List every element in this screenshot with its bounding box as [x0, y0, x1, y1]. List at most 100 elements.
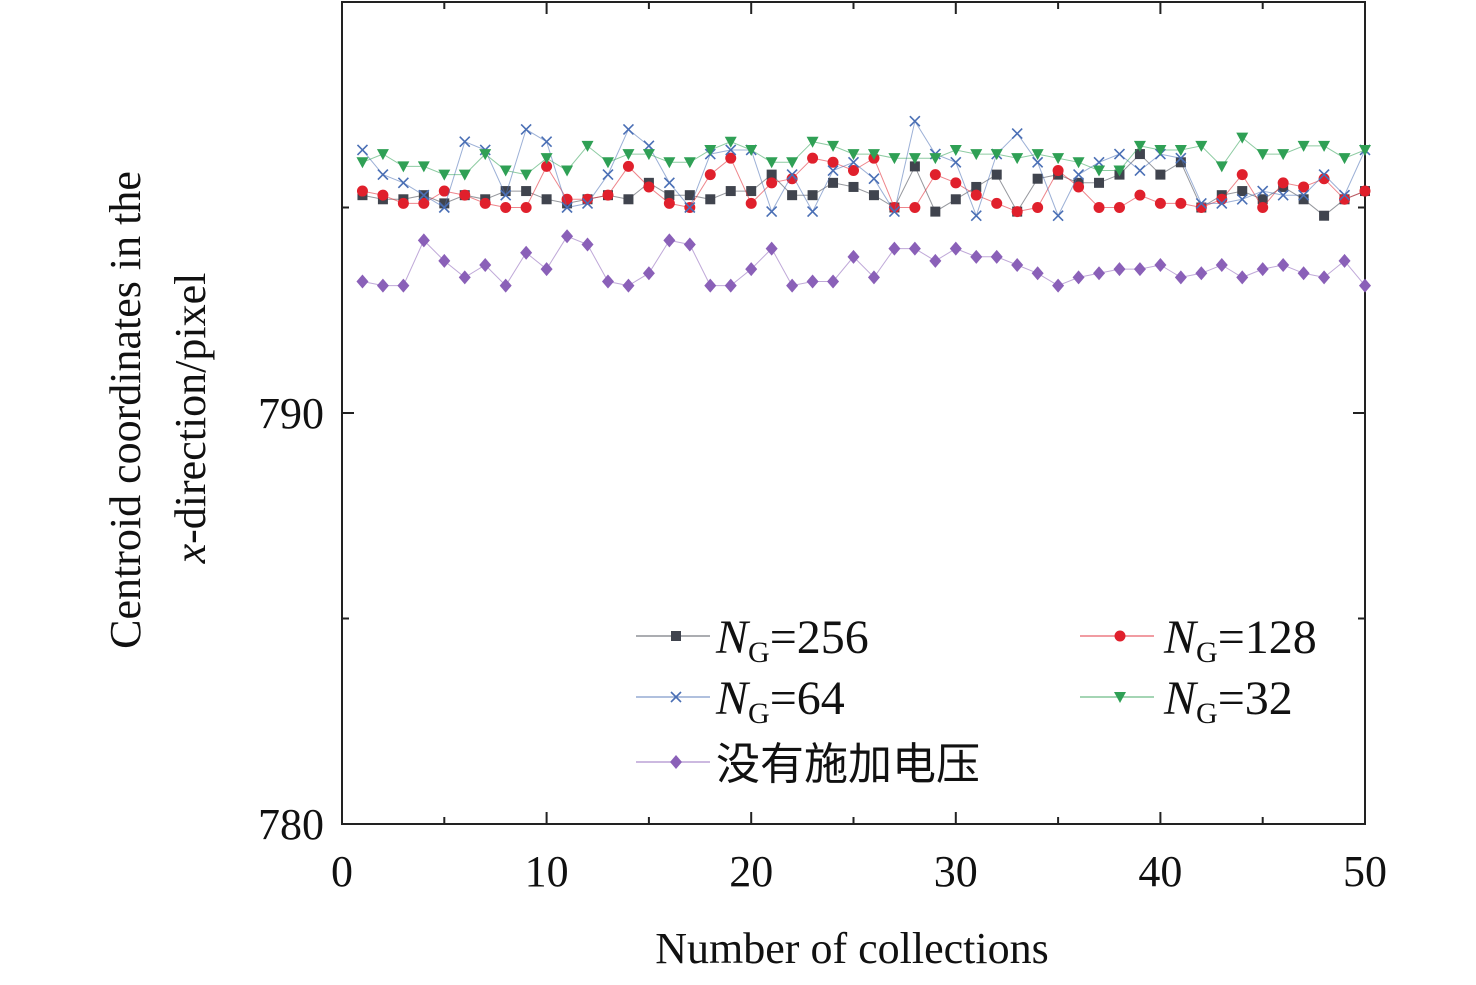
- data-point: [806, 136, 819, 148]
- data-point: [439, 198, 450, 209]
- data-point: [888, 241, 901, 256]
- data-point: [561, 229, 574, 244]
- data-point: [664, 190, 675, 201]
- legend-label-value: =256: [770, 611, 869, 664]
- data-point: [827, 164, 839, 177]
- data-point: [356, 144, 369, 156]
- data-point: [990, 149, 1003, 161]
- cross-stroke: [786, 169, 798, 181]
- legend-label-value: =128: [1218, 611, 1317, 664]
- data-point: [1094, 177, 1105, 188]
- data-point: [725, 152, 737, 164]
- y-axis-title-unit: -direction/pixel: [166, 273, 215, 544]
- data-point: [397, 278, 410, 293]
- data-point: [1134, 149, 1145, 160]
- cross-stroke: [1032, 156, 1044, 168]
- data-point: [397, 177, 409, 189]
- data-point: [561, 201, 573, 214]
- series-5: [356, 229, 1371, 293]
- legend-label: NG=128: [1163, 611, 1317, 669]
- cross-stroke: [1134, 164, 1146, 177]
- data-point: [1195, 266, 1208, 281]
- data-point: [868, 173, 880, 185]
- data-point: [725, 144, 737, 156]
- data-point: [929, 169, 941, 181]
- x-tick-label: 50: [1343, 847, 1387, 896]
- data-point: [1257, 185, 1269, 197]
- data-point: [1195, 202, 1207, 213]
- data-point: [949, 241, 962, 256]
- data-point: [950, 156, 962, 168]
- data-point: [1031, 266, 1044, 281]
- data-point: [724, 136, 737, 148]
- data-point: [417, 161, 430, 173]
- data-point: [991, 197, 1003, 209]
- data-point: [397, 197, 409, 209]
- data-point: [807, 190, 818, 201]
- cross-stroke: [684, 201, 696, 214]
- data-point: [663, 197, 675, 209]
- data-point: [704, 278, 717, 293]
- legend-label-subscript: G: [1196, 697, 1218, 730]
- data-point: [868, 190, 879, 201]
- data-point: [500, 186, 511, 197]
- data-point: [601, 157, 614, 169]
- x-tick-label: 30: [934, 847, 978, 896]
- data-point: [1175, 152, 1187, 164]
- data-point: [521, 186, 532, 197]
- data-point: [1073, 181, 1085, 193]
- data-point: [1277, 258, 1290, 273]
- data-point: [1093, 165, 1106, 177]
- data-point: [397, 161, 410, 173]
- data-point: [418, 189, 430, 201]
- data-point: [970, 249, 983, 264]
- legend-label: NG=32: [1163, 672, 1293, 730]
- data-point: [1338, 253, 1351, 268]
- data-point: [1297, 140, 1310, 152]
- data-point: [376, 149, 389, 161]
- data-point: [807, 152, 819, 164]
- data-point: [1256, 262, 1269, 277]
- legend-marker: [1114, 630, 1126, 642]
- data-point: [1052, 165, 1064, 177]
- data-point: [930, 206, 941, 217]
- data-point: [377, 169, 389, 181]
- data-point: [602, 169, 614, 181]
- data-point: [765, 157, 778, 169]
- data-point: [867, 270, 880, 285]
- data-point: [705, 194, 716, 205]
- data-point: [745, 197, 757, 209]
- series-line: [362, 153, 1366, 217]
- data-point: [1072, 157, 1085, 169]
- legend-label-value: =64: [770, 672, 845, 725]
- data-point: [541, 194, 552, 205]
- data-point: [582, 193, 594, 205]
- cross-stroke: [1052, 210, 1064, 222]
- data-point: [970, 149, 983, 161]
- data-point: [417, 233, 430, 248]
- data-point: [828, 177, 839, 188]
- data-point: [786, 173, 798, 185]
- data-point: [1236, 270, 1249, 285]
- data-point: [950, 177, 962, 189]
- data-point: [827, 140, 840, 152]
- axes-group: 0 10 20 30 40 50 780 790: [258, 1, 1387, 896]
- data-point: [356, 274, 369, 289]
- data-point: [971, 181, 982, 192]
- data-point: [908, 241, 921, 256]
- data-point: [622, 278, 635, 293]
- data-point: [1093, 266, 1106, 281]
- cross-stroke: [602, 169, 614, 181]
- data-point: [1298, 181, 1310, 193]
- legend-label-value: =32: [1218, 672, 1293, 725]
- cross-stroke: [1277, 189, 1289, 201]
- legend-label-variable: N: [715, 611, 751, 664]
- data-point: [541, 160, 553, 172]
- cross-stroke: [520, 123, 532, 135]
- legend-label-variable: N: [1163, 611, 1199, 664]
- cross-stroke: [663, 177, 675, 189]
- data-point: [438, 185, 450, 197]
- x-tick-label: 20: [729, 847, 773, 896]
- cross-stroke: [909, 115, 921, 127]
